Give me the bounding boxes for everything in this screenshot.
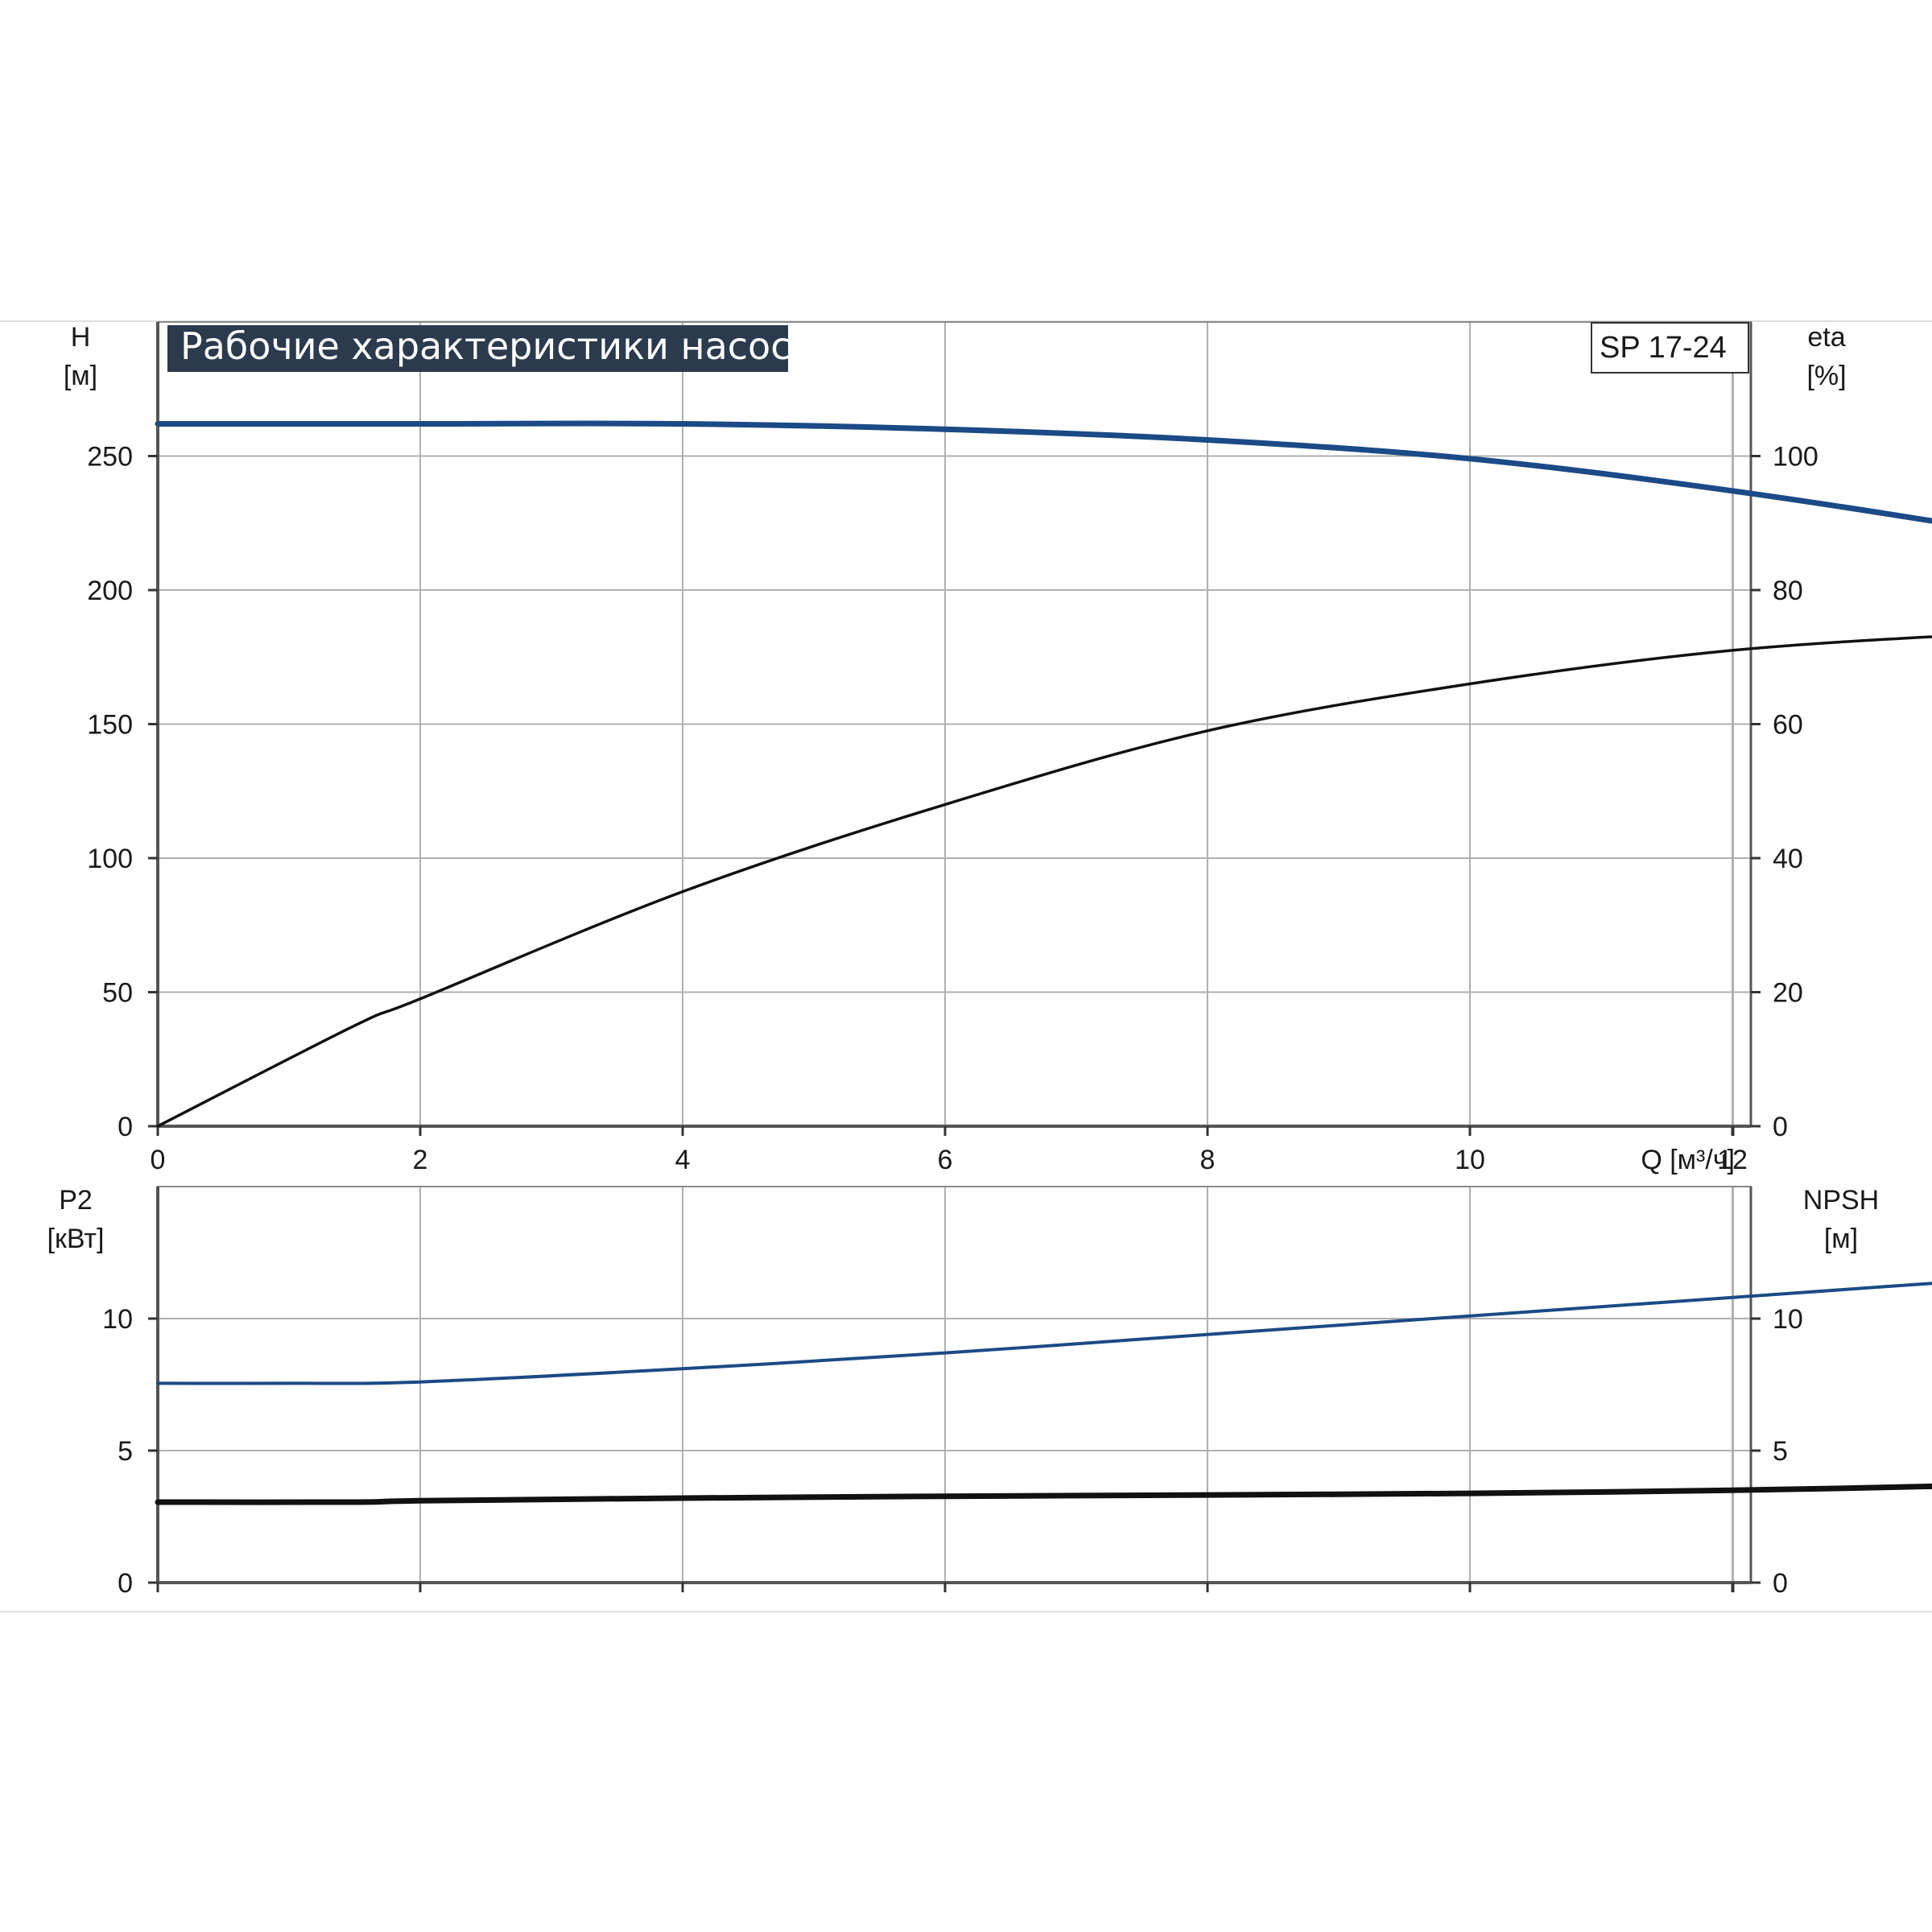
x-axis-title: Q [м³/ч] bbox=[1641, 1145, 1735, 1175]
lower-series-left-line bbox=[156, 1282, 1932, 1385]
right-tick-label: 20 bbox=[1773, 978, 1803, 1009]
right-tick-label: 80 bbox=[1773, 576, 1803, 606]
left-tick-label: 10 bbox=[102, 1304, 133, 1335]
series-layer bbox=[155, 420, 1932, 1505]
lower-left-axis-title: P2 bbox=[59, 1185, 93, 1216]
lower-series-right-line bbox=[155, 1483, 1932, 1505]
left-tick-label: 5 bbox=[118, 1436, 133, 1467]
right-tick-label: 0 bbox=[1773, 1112, 1788, 1142]
right-tick-label: 100 bbox=[1773, 442, 1818, 473]
left-tick-label: 150 bbox=[87, 710, 133, 741]
left-tick-label: 250 bbox=[87, 442, 133, 473]
upper-grid bbox=[158, 321, 1751, 1126]
upper-left-axis-title: H bbox=[71, 322, 91, 353]
x-tick-label: 6 bbox=[938, 1145, 953, 1175]
right-tick-label: 0 bbox=[1773, 1568, 1788, 1599]
title-box bbox=[167, 325, 788, 372]
lower-ticks: 0 5 10 0 5 10 bbox=[102, 1304, 1803, 1599]
left-tick-label: 0 bbox=[118, 1112, 133, 1142]
lower-left-axis-unit: [кВт] bbox=[47, 1224, 105, 1254]
left-tick-label: 100 bbox=[87, 844, 133, 874]
model-label: SP 17-24 bbox=[1600, 331, 1727, 365]
chart-title: Рабочие характеристики насоса bbox=[180, 324, 814, 368]
x-tick-label: 4 bbox=[675, 1145, 691, 1175]
left-tick-label: 50 bbox=[102, 978, 133, 1009]
right-tick-label: 40 bbox=[1773, 844, 1803, 874]
upper-series-right-line bbox=[156, 635, 1932, 1128]
upper-left-axis-unit: [м] bbox=[64, 361, 97, 391]
x-tick-label: 12 bbox=[1717, 1145, 1748, 1175]
upper-ticks: 0501001502002500204060801000246810121416… bbox=[87, 442, 1818, 1176]
right-tick-label: 5 bbox=[1773, 1436, 1788, 1467]
right-tick-label: 60 bbox=[1773, 710, 1803, 741]
upper-series-left-line bbox=[155, 420, 1932, 524]
left-tick-label: 0 bbox=[118, 1568, 133, 1599]
lower-right-axis-title: NPSH bbox=[1803, 1185, 1879, 1216]
lower-right-axis-unit: [м] bbox=[1824, 1224, 1858, 1254]
lower-plot-frame bbox=[157, 1186, 1752, 1583]
x-tick-label: 0 bbox=[151, 1145, 166, 1175]
upper-right-axis-title: eta bbox=[1807, 322, 1845, 353]
right-tick-label: 10 bbox=[1773, 1304, 1803, 1335]
left-tick-label: 200 bbox=[87, 576, 133, 606]
x-tick-label: 2 bbox=[413, 1145, 428, 1175]
x-tick-label: 8 bbox=[1200, 1145, 1216, 1175]
x-tick-label: 10 bbox=[1455, 1145, 1485, 1175]
upper-right-axis-unit: [%] bbox=[1806, 361, 1846, 391]
lower-grid bbox=[158, 1187, 1751, 1583]
model-box bbox=[1591, 322, 1749, 374]
